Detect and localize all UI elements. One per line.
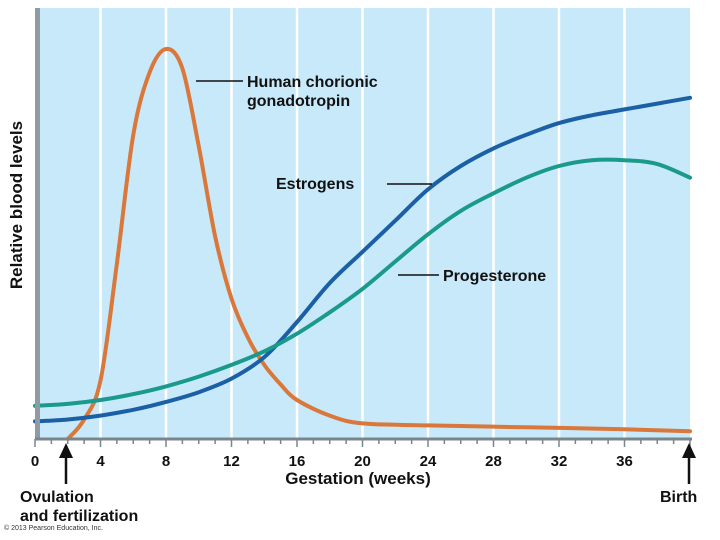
x-tick-label: 4 <box>96 453 105 470</box>
ovulation-note-line1: Ovulation <box>20 489 94 506</box>
x-tick-label: 28 <box>485 453 502 470</box>
x-axis-tick-marks <box>34 439 691 447</box>
series-label-progesterone: Progesterone <box>443 268 546 285</box>
x-tick-label: 0 <box>31 453 39 470</box>
gridlines <box>99 8 626 439</box>
ovulation-note-line2: and fertilization <box>20 508 139 525</box>
x-axis-tick-labels: 0 4 8 12 16 20 24 28 32 36 <box>31 453 633 470</box>
x-tick-label: 24 <box>420 453 437 470</box>
series-lines <box>33 46 692 441</box>
x-tick-label: 36 <box>616 453 633 470</box>
series-label-hcg-line2: gonadotropin <box>247 93 350 110</box>
x-tick-label: 12 <box>223 453 240 470</box>
ovulation-arrow-icon <box>59 443 73 484</box>
estrogens-line <box>33 95 692 424</box>
hcg-line <box>65 46 692 441</box>
ovulation-note: Ovulation and fertilization <box>20 488 138 526</box>
copyright-text: © 2013 Pearson Education, Inc. <box>4 525 103 532</box>
x-tick-label: 8 <box>162 453 170 470</box>
series-label-estrogens: Estrogens <box>276 176 354 193</box>
x-tick-label: 20 <box>354 453 371 470</box>
x-tick-label: 32 <box>551 453 568 470</box>
x-tick-label: 16 <box>289 453 306 470</box>
progesterone-line <box>33 157 692 408</box>
birth-note: Birth <box>660 489 698 506</box>
y-axis-title: Relative blood levels <box>7 121 26 289</box>
left-axis-bar <box>35 8 40 439</box>
series-label-hcg-line1: Human chorionic <box>247 74 378 91</box>
label-leader-lines <box>196 80 439 276</box>
x-axis-title: Gestation (weeks) <box>285 469 431 488</box>
birth-arrow-icon <box>682 443 696 484</box>
